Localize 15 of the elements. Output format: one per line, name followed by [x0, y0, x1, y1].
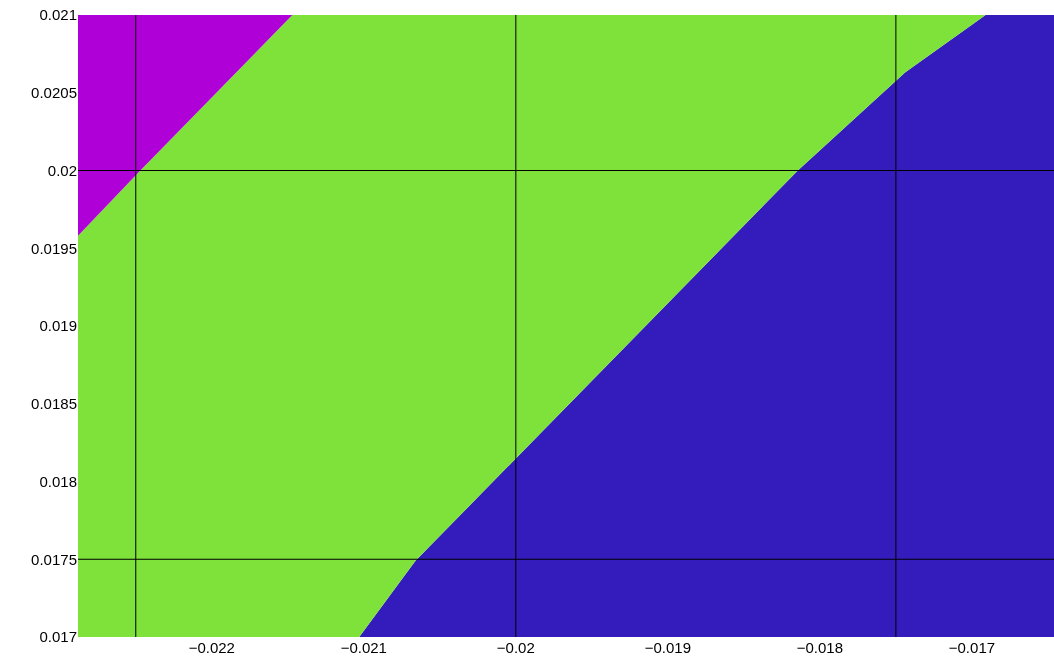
y-tick-label: 0.019	[39, 317, 77, 335]
y-tick-label: 0.0185	[31, 395, 77, 412]
x-tick-label: −0.019	[644, 639, 692, 656]
y-tick-label: 0.021	[39, 6, 77, 24]
y-tick-label: 0.017	[39, 628, 77, 646]
y-tick-label: 0.0175	[31, 550, 77, 568]
x-tick-label: −0.018	[796, 639, 844, 656]
y-tick-label: 0.0205	[31, 84, 77, 101]
y-tick-label: 0.0195	[31, 239, 77, 257]
y-tick-label: 0.02	[47, 161, 77, 179]
x-tick-label: −0.022	[188, 639, 235, 656]
x-tick-label: −0.017	[948, 639, 996, 656]
x-tick-label: −0.02	[496, 639, 535, 656]
y-tick-label: 0.018	[39, 472, 77, 490]
x-tick-label: −0.021	[340, 639, 387, 656]
